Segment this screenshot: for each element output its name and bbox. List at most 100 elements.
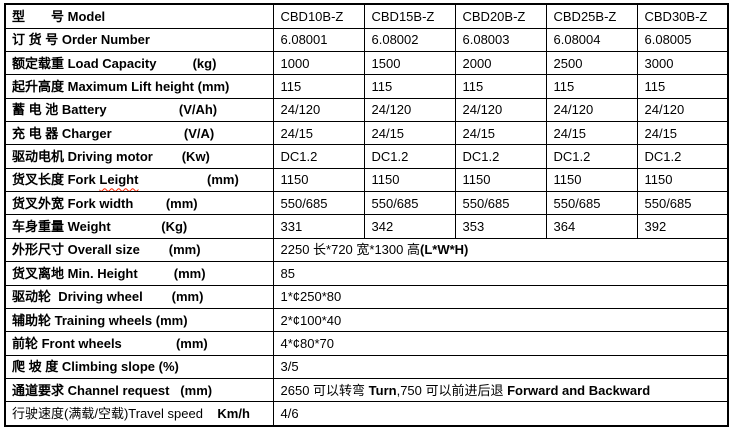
spec-label-cell: 起升高度 Maximum Lift height (mm): [4, 74, 274, 99]
spec-value-cell-merged: 4/6: [272, 401, 729, 427]
spec-label-cell: 货叉外宽 Fork width (mm): [4, 191, 274, 216]
text-segment: 85: [280, 265, 295, 281]
spec-value-cell-merged: 2650 可以转弯 Turn,750 可以前进后退 Forward and Ba…: [272, 377, 729, 403]
spec-label-cell: 爬 坡 度 Climbing slope (%): [4, 354, 274, 379]
table-row: 型 号 Model CBD10B-Z CBD15B-Z CBD20B-Z CBD25B-…: [4, 3, 729, 29]
spec-value-cell: 115: [363, 74, 456, 99]
spec-value-cell: 331: [272, 214, 365, 239]
spec-value-cell: 24/15: [272, 121, 365, 146]
text-segment: 起升高度 Maximum Lift height (mm): [12, 78, 230, 94]
spec-value-cell: 24/120: [363, 97, 456, 123]
text-segment: 爬 坡 度 Climbing slope (%): [12, 359, 179, 375]
spec-value-cell: 24/120: [454, 97, 547, 123]
spec-value-cell: 353: [454, 214, 547, 239]
text-segment: 4/6: [280, 406, 299, 422]
spec-value-cell: 1150: [636, 167, 729, 193]
spec-value-cell: 2000: [454, 50, 547, 76]
spec-value-cell: 24/15: [454, 121, 547, 146]
text-segment: 辅助轮 Training wheels (mm): [12, 312, 188, 328]
text-segment: 额定载重 Load Capacity (kg): [12, 55, 217, 71]
text-segment: 2*¢100*40: [280, 312, 342, 328]
text-segment: 1*¢250*80: [280, 289, 342, 305]
spec-value-cell-merged: 4*¢80*70: [272, 331, 729, 356]
text-segment: 订 货 号 Order Number: [12, 32, 150, 48]
spec-value-cell: 6.08002: [363, 27, 456, 52]
spec-value-cell: 6.08001: [272, 27, 365, 52]
spec-value-cell: 550/685: [636, 191, 729, 216]
text-segment: Forward and Backward: [507, 382, 651, 398]
spec-value-cell-merged: 2*¢100*40: [272, 307, 729, 333]
spec-value-cell: 2500: [545, 50, 638, 76]
table-row: 辅助轮 Training wheels (mm) 2*¢100*40: [4, 307, 729, 333]
text-segment: (L*W*H): [419, 242, 469, 258]
table-row: 通道要求 Channel request (mm) 2650 可以转弯 Turn,…: [4, 377, 729, 403]
text-segment: 通道要求 Channel request (mm): [12, 382, 213, 398]
misspelled-text-segment: Leight: [99, 172, 139, 188]
table-row: 货叉离地 Min. Height (mm) 85: [4, 261, 729, 286]
spec-value-cell: 24/120: [272, 97, 365, 123]
table-row: 货叉长度 Fork Leight (mm) 1150 1150 1150 1150 115…: [4, 167, 729, 193]
text-segment: 货叉离地 Min. Height (mm): [12, 265, 206, 281]
text-segment: 外形尺寸 Overall size (mm): [12, 242, 201, 258]
spec-value-cell: 115: [454, 74, 547, 99]
spec-value-cell: 24/120: [545, 97, 638, 123]
text-segment: 驱动轮 Driving wheel (mm): [12, 289, 204, 305]
table-row: 行驶速度(满载/空载)Travel speed Km/h 4/6: [4, 401, 729, 427]
text-segment: ,750 可以前进后退: [396, 382, 508, 398]
spec-value-cell: 550/685: [545, 191, 638, 216]
spec-value-cell: 342: [363, 214, 456, 239]
spec-value-cell: 1150: [363, 167, 456, 193]
spec-label-cell: 驱动轮 Driving wheel (mm): [4, 284, 274, 309]
spec-value-cell: 115: [545, 74, 638, 99]
spec-label-cell: 通道要求 Channel request (mm): [4, 377, 274, 403]
spec-value-cell: 1150: [454, 167, 547, 193]
spec-value-cell: 1150: [545, 167, 638, 193]
spec-value-cell: 24/15: [363, 121, 456, 146]
spec-value-cell: 550/685: [272, 191, 365, 216]
table-row: 货叉外宽 Fork width (mm) 550/685 550/685 550/68…: [4, 191, 729, 216]
table-row: 车身重量 Weight (Kg) 331 342 353 364 392: [4, 214, 729, 239]
spec-label-cell: 车身重量 Weight (Kg): [4, 214, 274, 239]
text-segment: 4*¢80*70: [280, 335, 335, 351]
spec-value-cell: CBD30B-Z: [636, 3, 729, 29]
spec-value-cell: DC1.2: [272, 144, 365, 169]
spec-value-cell: 364: [545, 214, 638, 239]
spec-value-cell: 24/15: [545, 121, 638, 146]
spec-table: 型 号 Model CBD10B-Z CBD15B-Z CBD20B-Z CBD25B-…: [4, 3, 729, 427]
spec-label-cell: 货叉离地 Min. Height (mm): [4, 261, 274, 286]
table-row: 订 货 号 Order Number 6.08001 6.08002 6.08003 6…: [4, 27, 729, 52]
spec-value-cell: DC1.2: [545, 144, 638, 169]
spec-value-cell: 1000: [272, 50, 365, 76]
table-row: 充 电 器 Charger (V/A) 24/15 24/15 24/15 24/15 2…: [4, 121, 729, 146]
spec-value-cell: CBD20B-Z: [454, 3, 547, 29]
table-row: 驱动轮 Driving wheel (mm) 1*¢250*80: [4, 284, 729, 309]
text-segment: (mm): [138, 172, 239, 188]
table-row: 爬 坡 度 Climbing slope (%) 3/5: [4, 354, 729, 379]
text-segment: 2250 长*720 宽*1300 高: [280, 242, 420, 258]
text-segment: 充 电 器 Charger (V/A): [12, 125, 215, 141]
spec-label-cell: 蓄 电 池 Battery (V/Ah): [4, 97, 274, 123]
spec-value-cell: 392: [636, 214, 729, 239]
table-row: 前轮 Front wheels (mm) 4*¢80*70: [4, 331, 729, 356]
text-segment: 型 号 Model: [12, 8, 106, 24]
table-row: 驱动电机 Driving motor (Kw) DC1.2 DC1.2 DC1.2 DC…: [4, 144, 729, 169]
spec-label-cell: 行驶速度(满载/空载)Travel speed Km/h: [4, 401, 274, 427]
spec-label-cell: 充 电 器 Charger (V/A): [4, 121, 274, 146]
spec-label-cell: 驱动电机 Driving motor (Kw): [4, 144, 274, 169]
text-segment: 货叉外宽 Fork width (mm): [12, 195, 198, 211]
spec-value-cell-merged: 2250 长*720 宽*1300 高(L*W*H): [272, 237, 729, 263]
spec-value-cell: DC1.2: [363, 144, 456, 169]
spec-value-cell-merged: 85: [272, 261, 729, 286]
spec-table-body: 型 号 Model CBD10B-Z CBD15B-Z CBD20B-Z CBD25B-…: [4, 3, 729, 427]
spec-value-cell: DC1.2: [454, 144, 547, 169]
text-segment: 2650 可以转弯: [280, 382, 369, 398]
text-segment: 蓄 电 池 Battery (V/Ah): [12, 102, 218, 118]
table-row: 起升高度 Maximum Lift height (mm) 115 115 115 11…: [4, 74, 729, 99]
text-segment: 行驶速度(满载/空载)Travel speed: [12, 406, 218, 422]
spec-value-cell-merged: 3/5: [272, 354, 729, 379]
spec-label-cell: 额定载重 Load Capacity (kg): [4, 50, 274, 76]
spec-value-cell: 6.08004: [545, 27, 638, 52]
text-segment: 前轮 Front wheels (mm): [12, 335, 208, 351]
table-row: 额定载重 Load Capacity (kg) 1000 1500 2000 2500 3…: [4, 50, 729, 76]
